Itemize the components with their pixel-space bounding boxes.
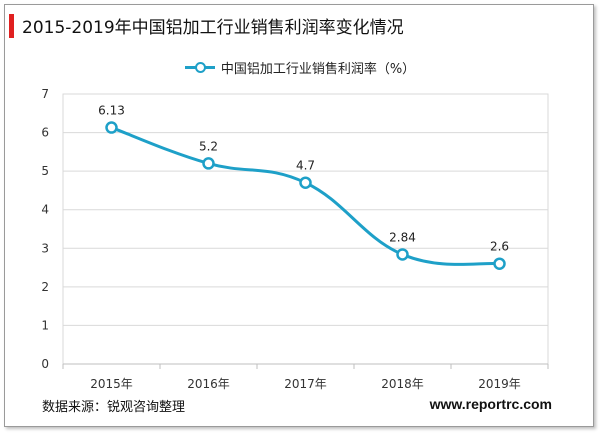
data-point [396, 248, 409, 261]
y-tick-label: 7 [41, 87, 49, 101]
data-point [299, 176, 312, 189]
data-point [202, 157, 215, 170]
y-tick-label: 2 [41, 280, 49, 294]
legend: 中国铝加工行业销售利润率（%） [0, 58, 600, 77]
y-tick-label: 1 [41, 318, 49, 332]
y-tick-label: 4 [41, 203, 49, 217]
data-label: 6.13 [98, 104, 125, 118]
x-tick-label: 2019年 [478, 377, 521, 391]
data-point [493, 257, 506, 270]
chart-frame [4, 4, 594, 427]
y-tick-label: 3 [41, 241, 49, 255]
legend-line-icon [184, 62, 215, 73]
data-label: 4.7 [296, 159, 315, 173]
chart-title: 2015-2019年中国铝加工行业销售利润率变化情况 [22, 18, 404, 38]
legend-label: 中国铝加工行业销售利润率（%） [220, 62, 416, 77]
series-line [110, 126, 501, 266]
plot-area [62, 93, 549, 365]
data-label: 5.2 [199, 139, 218, 153]
title-accent-bar [9, 14, 14, 38]
x-tick-label: 2018年 [381, 377, 424, 391]
data-point [105, 121, 118, 134]
website-url: www.reportrc.com [429, 396, 552, 412]
x-tick-label: 2017年 [284, 377, 327, 391]
y-tick-label: 0 [41, 357, 49, 371]
y-tick-label: 6 [41, 126, 49, 140]
x-tick-label: 2015年 [90, 377, 133, 391]
y-tick-label: 5 [41, 164, 49, 178]
data-label: 2.6 [490, 240, 509, 254]
data-source: 数据来源：锐观咨询整理 [42, 400, 186, 415]
x-tick-label: 2016年 [187, 377, 230, 391]
data-label: 2.84 [389, 230, 416, 244]
legend-marker-icon [194, 62, 206, 73]
